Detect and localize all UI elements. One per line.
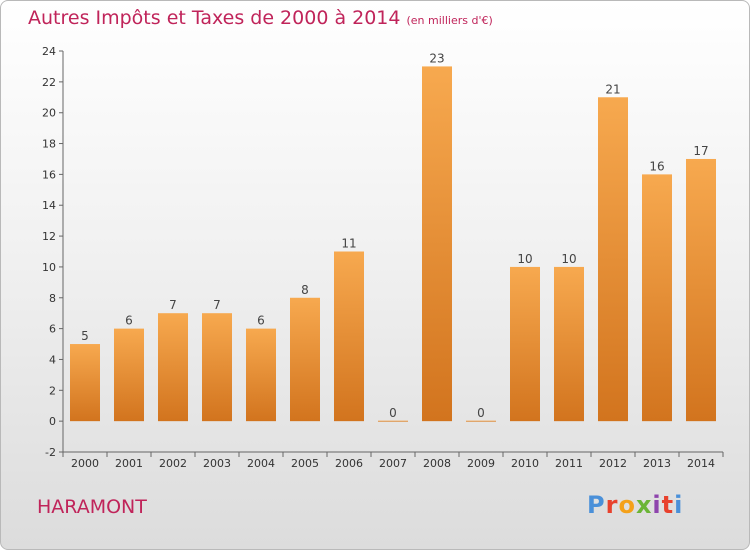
chart-title: Autres Impôts et Taxes de 2000 à 2014 (en… — [28, 7, 493, 29]
y-tick-label: 12 — [42, 230, 56, 243]
logo-letter: i — [652, 491, 662, 519]
logo-letter: o — [618, 491, 636, 519]
bar-value-label: 0 — [389, 406, 397, 420]
x-tick-label: 2009 — [467, 457, 495, 470]
x-tick-label: 2005 — [291, 457, 319, 470]
logo-letter: x — [635, 491, 653, 519]
y-tick-label: 6 — [49, 323, 56, 336]
x-tick-label: 2000 — [71, 457, 99, 470]
bar-value-label: 10 — [561, 252, 576, 266]
bar — [290, 297, 320, 422]
y-tick-label: 10 — [42, 261, 56, 274]
logo-letter: P — [587, 491, 606, 519]
bar-value-label: 8 — [301, 283, 309, 297]
proxiti-logo: Proxiti — [587, 491, 683, 519]
bar — [114, 328, 144, 422]
bar — [70, 344, 100, 422]
x-tick-label: 2007 — [379, 457, 407, 470]
bar — [378, 420, 408, 422]
title-main: Autres Impôts et Taxes de 2000 à 2014 — [28, 7, 401, 29]
bar-value-label: 21 — [605, 82, 620, 96]
logo-letter: r — [605, 491, 619, 519]
bar — [422, 66, 452, 422]
bar — [510, 266, 540, 422]
bar-value-label: 6 — [257, 314, 265, 328]
bar — [598, 97, 628, 422]
x-tick-label: 2006 — [335, 457, 363, 470]
x-tick-label: 2004 — [247, 457, 275, 470]
x-tick-label: 2010 — [511, 457, 539, 470]
x-tick-label: 2003 — [203, 457, 231, 470]
x-tick-label: 2001 — [115, 457, 143, 470]
logo-letter: i — [674, 491, 684, 519]
y-tick-label: 18 — [42, 138, 56, 151]
x-tick-label: 2013 — [643, 457, 671, 470]
y-tick-label: 22 — [42, 76, 56, 89]
bar-value-label: 5 — [81, 329, 89, 343]
bar — [158, 313, 188, 422]
bar — [334, 251, 364, 422]
x-tick-label: 2012 — [599, 457, 627, 470]
y-tick-label: 0 — [49, 415, 56, 428]
x-tick-label: 2011 — [555, 457, 583, 470]
y-tick-label: 20 — [42, 107, 56, 120]
bar-value-label: 17 — [693, 144, 708, 158]
logo-letter: t — [661, 491, 675, 519]
y-tick-label: 14 — [42, 199, 56, 212]
y-tick-label: 16 — [42, 168, 56, 181]
y-tick-label: 8 — [49, 292, 56, 305]
bar — [554, 266, 584, 422]
bar-value-label: 23 — [429, 51, 444, 65]
bar — [202, 313, 232, 422]
bar-value-label: 6 — [125, 314, 133, 328]
bar-value-label: 11 — [341, 237, 356, 251]
bar — [246, 328, 276, 422]
x-tick-label: 2008 — [423, 457, 451, 470]
y-tick-label: 4 — [49, 353, 56, 366]
bar-value-label: 10 — [517, 252, 532, 266]
y-tick-label: -2 — [45, 446, 56, 459]
bar-value-label: 7 — [169, 298, 177, 312]
y-tick-label: 2 — [49, 384, 56, 397]
bar — [686, 158, 716, 422]
bar — [642, 174, 672, 422]
y-tick-label: 24 — [42, 45, 56, 58]
bar-value-label: 0 — [477, 406, 485, 420]
bar-value-label: 16 — [649, 159, 664, 173]
bar-value-label: 7 — [213, 298, 221, 312]
x-tick-label: 2002 — [159, 457, 187, 470]
place-name: HARAMONT — [37, 496, 147, 518]
bar — [466, 420, 496, 422]
x-tick-label: 2014 — [687, 457, 715, 470]
title-unit: (en milliers d'€) — [406, 14, 493, 27]
